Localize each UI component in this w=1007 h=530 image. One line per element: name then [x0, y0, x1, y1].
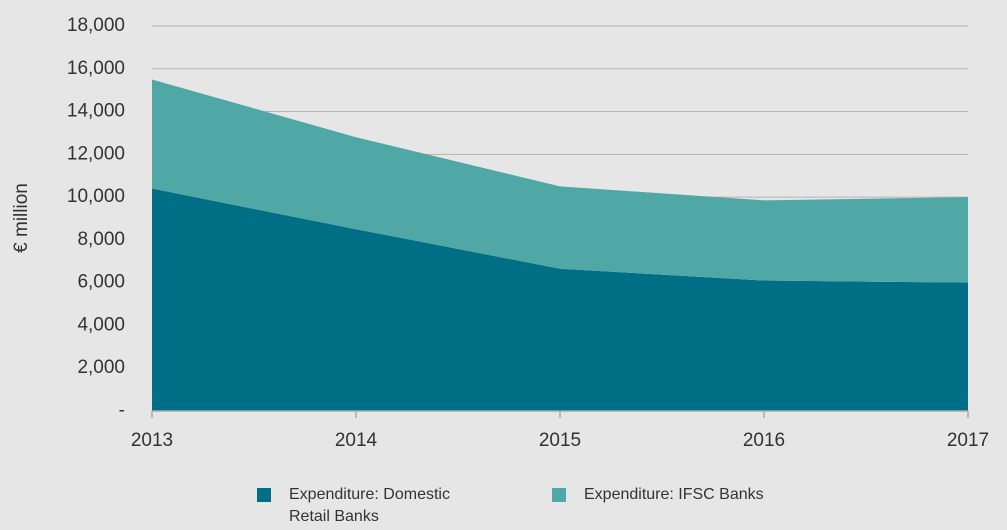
y-tick-label: 16,000 — [67, 58, 125, 79]
legend-label: Expenditure: IFSC Banks — [584, 486, 764, 503]
legend-swatch — [552, 488, 566, 502]
legend-label: Expenditure: Domestic Retail Banks — [289, 486, 450, 525]
legend-item: Expenditure: Domestic Retail Banks — [257, 484, 479, 528]
x-tick-label: 2014 — [335, 430, 378, 451]
y-tick-label: 2,000 — [77, 357, 125, 378]
legend-item: Expenditure: IFSC Banks — [552, 484, 774, 506]
chart: € million - 2,000 4,000 6,000 8,000 10,000 12,… — [11, 15, 989, 451]
legend-swatch — [257, 488, 271, 502]
area — [152, 79, 968, 283]
x-tick-label: 2016 — [743, 430, 785, 451]
y-tick-label: 14,000 — [67, 101, 125, 122]
y-tick-label: - — [119, 400, 125, 421]
y-tick-label: 12,000 — [67, 143, 125, 164]
x-tick-label: 2013 — [131, 430, 173, 451]
x-tick-label: 2015 — [539, 430, 581, 451]
y-tick-label: 4,000 — [77, 314, 125, 335]
y-tick-label: 10,000 — [67, 186, 125, 207]
y-tick-label: 6,000 — [77, 272, 125, 293]
area — [152, 188, 968, 411]
y-tick-label: 18,000 — [67, 15, 125, 36]
y-tick-label: 8,000 — [77, 229, 125, 250]
x-tick-label: 2017 — [947, 430, 989, 451]
y-axis-label: € million — [11, 183, 32, 253]
